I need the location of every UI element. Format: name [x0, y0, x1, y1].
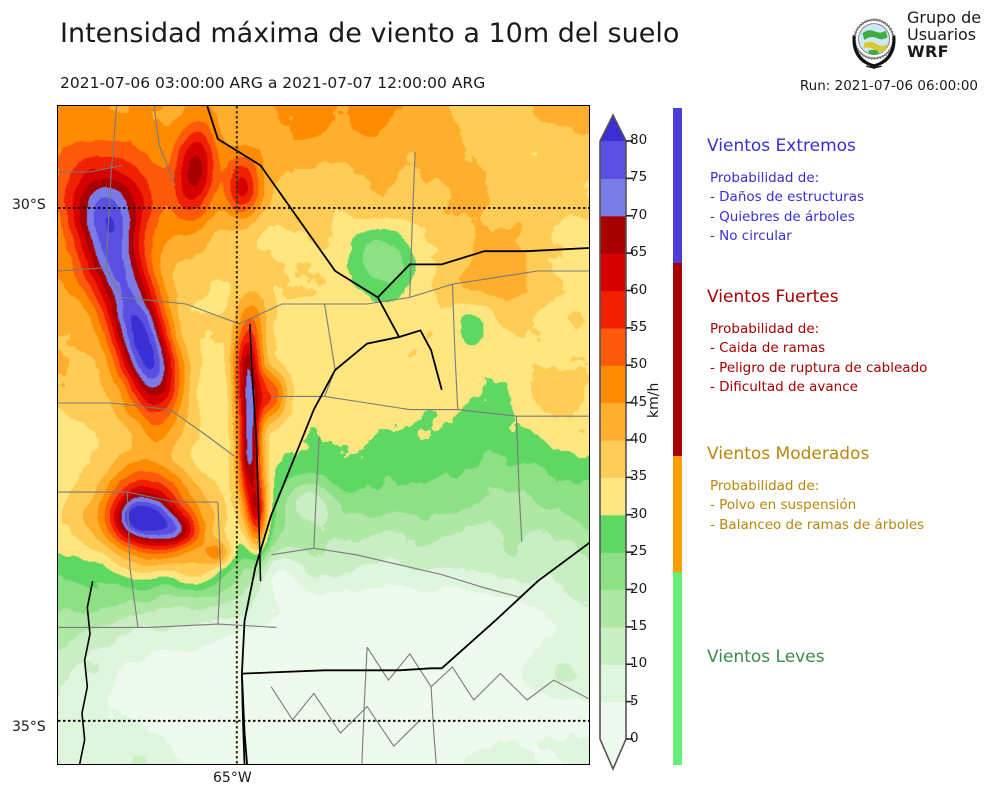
map-overlay: [58, 106, 589, 764]
wind-field-canvas: [58, 106, 589, 764]
legend-title-2: Vientos Moderados: [707, 444, 870, 464]
colorbar-tick-50: 50: [630, 356, 648, 373]
colorbar: [598, 105, 688, 775]
colorbar-tick-20: 20: [630, 580, 648, 597]
category-segment-vientos-leves: [673, 571, 682, 765]
legend-title-0: Vientos Extremos: [707, 136, 856, 156]
legend-title-3: Vientos Leves: [707, 647, 825, 667]
legend-item-0-1: - Quiebres de árboles: [710, 208, 855, 225]
colorbar-tick-60: 60: [630, 281, 648, 298]
colorbar-unit-label: km/h: [646, 382, 662, 418]
legend-item-2-0: - Polvo en suspensión: [710, 497, 857, 514]
colorbar-tick-55: 55: [630, 318, 648, 335]
legend-item-2-1: - Balanceo de ramas de árboles: [710, 516, 925, 533]
colorbar-tick-70: 70: [630, 206, 648, 223]
lat-tick-label-35s: 35°S: [12, 719, 46, 735]
legend-items-1: Probabilidad de: - Caida de ramas - Peli…: [707, 320, 927, 397]
legend-vientos-leves: Vientos Leves: [707, 647, 825, 680]
category-segment-vientos-moderados: [673, 455, 682, 572]
colorbar-tick-10: 10: [630, 655, 648, 672]
colorbar-tick-5: 5: [630, 692, 639, 709]
legend-intro-0: Probabilidad de:: [710, 170, 820, 186]
legend-item-1-1: - Peligro de ruptura de cableado: [710, 359, 928, 376]
colorbar-tick-75: 75: [630, 169, 648, 186]
legend-items-2: Probabilidad de: - Polvo en suspensión -…: [707, 477, 924, 535]
colorbar-tick-65: 65: [630, 244, 648, 261]
legend-vientos-fuertes: Vientos Fuertes Probabilidad de: - Caida…: [707, 287, 927, 397]
logo-text: Grupo de Usuarios WRF: [907, 8, 982, 61]
colorbar-tick-35: 35: [630, 468, 648, 485]
colorbar-tick-30: 30: [630, 505, 648, 522]
page-title: Intensidad máxima de viento a 10m del su…: [60, 18, 680, 49]
forecast-period-label: 2021-07-06 03:00:00 ARG a 2021-07-07 12:…: [60, 74, 486, 92]
colorbar-tick-0: 0: [630, 730, 639, 746]
logo-line-3: WRF: [907, 41, 949, 61]
category-bar: [673, 108, 682, 765]
colorbar-gradient: [599, 113, 633, 772]
legend-item-0-2: - No circular: [710, 227, 792, 244]
legend-items-0: Probabilidad de: - Daños de estructuras …: [707, 169, 864, 246]
logo-line-1: Grupo de: [907, 8, 982, 27]
lat-tick-label-30s: 30°S: [12, 197, 46, 213]
wrf-logo: Grupo de Usuarios WRF: [845, 8, 995, 72]
logo-line-2: Usuarios: [907, 24, 977, 44]
legend-item-1-0: - Caida de ramas: [710, 340, 826, 357]
lon-tick-label-65w: 65°W: [213, 770, 252, 786]
legend-vientos-extremos: Vientos Extremos Probabilidad de: - Daño…: [707, 136, 864, 246]
colorbar-tick-40: 40: [630, 431, 648, 447]
legend-intro-1: Probabilidad de:: [710, 321, 820, 337]
legend-item-1-2: - Dificultad de avance: [710, 378, 858, 395]
wind-map[interactable]: [57, 105, 590, 765]
category-segment-vientos-extremos: [673, 108, 682, 263]
colorbar-tick-45: 45: [630, 393, 648, 410]
legend-intro-2: Probabilidad de:: [710, 478, 820, 494]
globe-emblem-icon: [852, 18, 896, 70]
legend-title-1: Vientos Fuertes: [707, 287, 839, 307]
legend-vientos-moderados: Vientos Moderados Probabilidad de: - Pol…: [707, 444, 924, 535]
legend-item-0-0: - Daños de estructuras: [710, 189, 865, 206]
colorbar-tick-80: 80: [630, 132, 648, 148]
colorbar-tick-25: 25: [630, 543, 648, 560]
category-segment-vientos-fuertes: [673, 262, 682, 456]
model-run-label: Run: 2021-07-06 06:00:00: [799, 78, 978, 94]
colorbar-tick-15: 15: [630, 617, 648, 634]
